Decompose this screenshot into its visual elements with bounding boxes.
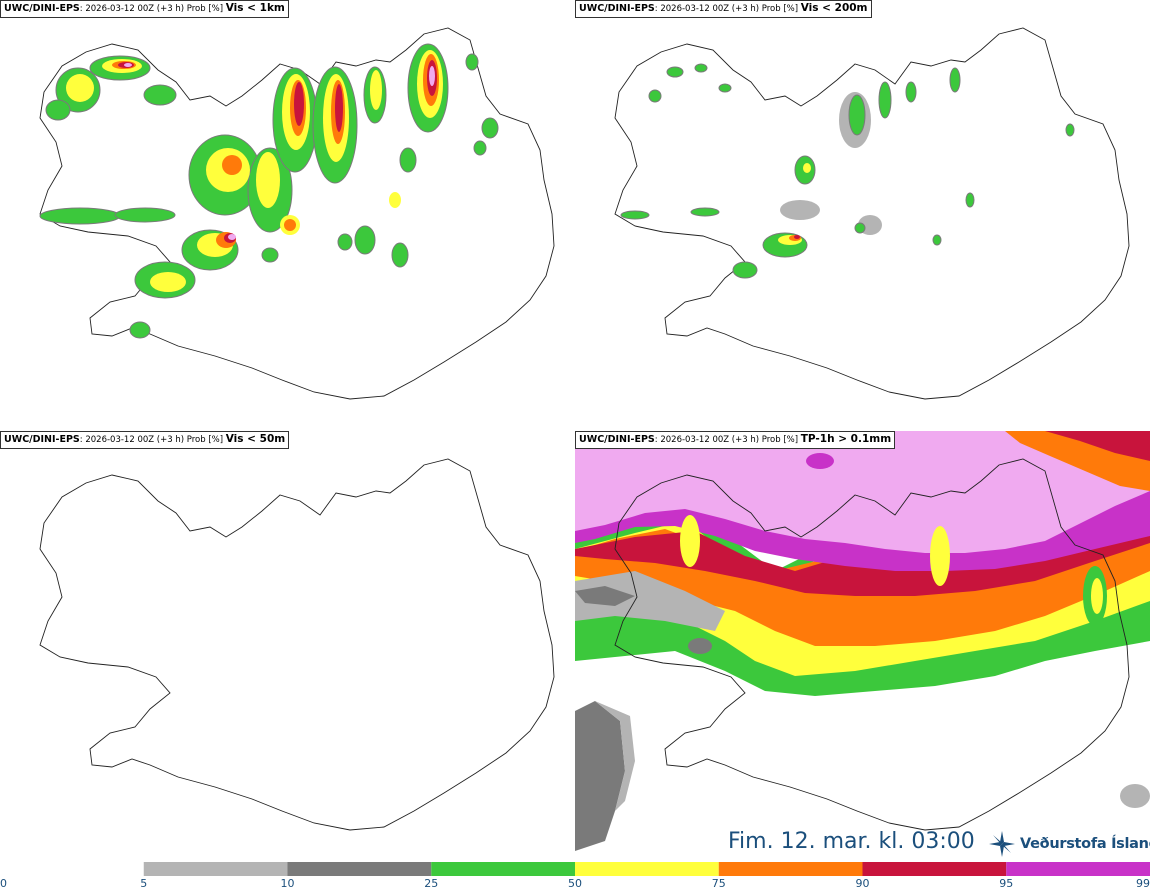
map-tp-1h <box>575 431 1150 862</box>
colorbar-bin-90-95 <box>862 862 1007 876</box>
prob-field-vis-200m <box>620 63 1075 279</box>
model-name: UWC/DINI-EPS <box>4 3 80 14</box>
run-info: : 2026-03-12 00Z (+3 h) Prob [%] <box>79 4 226 14</box>
prob-field-tp-1h <box>575 431 1150 862</box>
colorbar-bin-10-25 <box>287 862 432 876</box>
colorbar-bin-95-99 <box>1006 862 1150 876</box>
panel-vis-1km: UWC/DINI-EPS: 2026-03-12 00Z (+3 h) Prob… <box>0 0 575 431</box>
panel-title: UWC/DINI-EPS: 2026-03-12 00Z (+3 h) Prob… <box>575 431 896 449</box>
variable-name: Vis < 1km <box>225 2 285 14</box>
panel-title: UWC/DINI-EPS: 2026-03-12 00Z (+3 h) Prob… <box>0 0 289 18</box>
variable-name: TP-1h > 0.1mm <box>800 433 892 445</box>
colorbar-tick-label: 90 <box>856 877 870 890</box>
colorbar-tick-label: 10 <box>281 877 295 890</box>
logo-text: Veðurstofa Íslands <box>1020 836 1150 852</box>
colorbar-tick-label: 50 <box>568 877 582 890</box>
panel-vis-200m: UWC/DINI-EPS: 2026-03-12 00Z (+3 h) Prob… <box>575 0 1150 431</box>
colorbar-tick-label: 5 <box>140 877 147 890</box>
variable-name: Vis < 50m <box>225 433 286 445</box>
colorbar-tick-label: 95 <box>999 877 1013 890</box>
panel-title: UWC/DINI-EPS: 2026-03-12 00Z (+3 h) Prob… <box>0 431 290 449</box>
colorbar-tick-label: 25 <box>424 877 438 890</box>
run-info: : 2026-03-12 00Z (+3 h) Prob [%] <box>654 435 801 445</box>
colorbar-bin-5-10 <box>143 862 288 876</box>
panel-tp-1h: UWC/DINI-EPS: 2026-03-12 00Z (+3 h) Prob… <box>575 431 1150 862</box>
model-name: UWC/DINI-EPS <box>579 434 655 445</box>
panel-vis-50m: UWC/DINI-EPS: 2026-03-12 00Z (+3 h) Prob… <box>0 431 575 862</box>
run-info: : 2026-03-12 00Z (+3 h) Prob [%] <box>79 435 226 445</box>
model-name: UWC/DINI-EPS <box>579 3 655 14</box>
panel-title: UWC/DINI-EPS: 2026-03-12 00Z (+3 h) Prob… <box>575 0 872 18</box>
colorbar-tick-label: 99 <box>1136 877 1150 890</box>
colorbar-tick-label: 0 <box>0 877 7 890</box>
colorbar-bin-75-90 <box>718 862 863 876</box>
colorbar-bin-25-50 <box>431 862 575 876</box>
run-info: : 2026-03-12 00Z (+3 h) Prob [%] <box>654 4 801 14</box>
map-vis-1km <box>39 27 555 400</box>
prob-field-vis-1km <box>39 43 499 339</box>
colorbar-bin-50-75 <box>575 862 719 876</box>
map-vis-50m <box>39 458 555 831</box>
map-vis-200m <box>614 27 1130 400</box>
vedurstofa-logo-icon <box>989 831 1015 857</box>
colorbar-legend: 0 5 10 25 50 75 90 95 99 <box>0 862 1150 890</box>
colorbar-tick-label: 75 <box>712 877 726 890</box>
model-name: UWC/DINI-EPS <box>4 434 80 445</box>
vedurstofa-logo: Veðurstofa Íslands <box>988 829 1150 859</box>
variable-name: Vis < 200m <box>800 2 868 14</box>
valid-time-label: Fim. 12. mar. kl. 03:00 <box>728 829 975 854</box>
